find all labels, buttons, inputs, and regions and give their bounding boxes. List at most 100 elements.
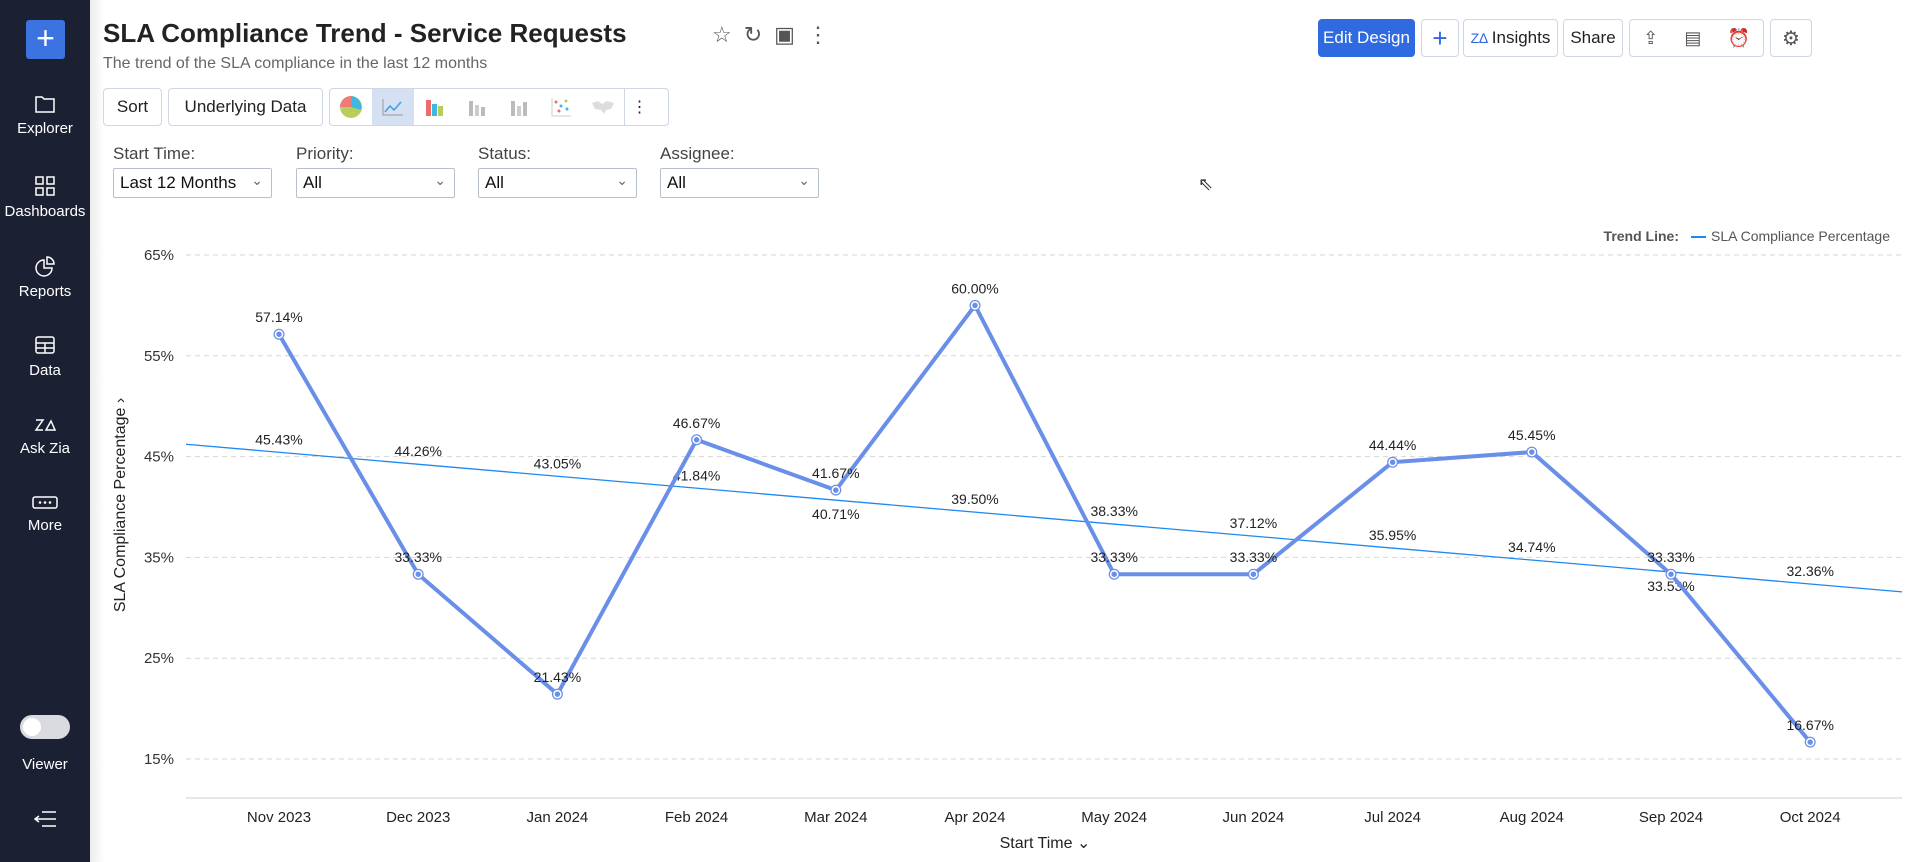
- data-point-ring: [1249, 569, 1258, 579]
- dashboards-icon: [35, 176, 55, 196]
- sidebar-item-label: Dashboards: [4, 203, 86, 220]
- trend-label: 32.36%: [1786, 563, 1833, 579]
- collapse-sidebar-button[interactable]: [0, 810, 90, 828]
- share-button[interactable]: Share: [1563, 19, 1623, 57]
- sidebar-item-label: Explorer: [17, 120, 73, 137]
- x-tick-label: Apr 2024: [945, 809, 1006, 826]
- pie-chart-icon[interactable]: [330, 89, 372, 125]
- data-point-ring: [692, 435, 701, 445]
- trend-label: 40.71%: [812, 506, 859, 522]
- x-tick-label: Sep 2024: [1639, 809, 1703, 826]
- sidebar-item-reports[interactable]: Reports: [0, 255, 90, 300]
- data-label: 33.33%: [1230, 549, 1277, 565]
- data-point-ring: [831, 485, 841, 495]
- filter-label-priority: Priority:: [296, 144, 354, 163]
- refresh-icon[interactable]: ↻: [743, 22, 763, 47]
- comment-icon[interactable]: ▤: [1684, 27, 1702, 48]
- save-icon[interactable]: ▣: [774, 22, 795, 47]
- grouped-bar-icon[interactable]: [498, 89, 540, 125]
- more-chart-types-icon[interactable]: ⋮: [624, 89, 654, 125]
- x-tick-label: Jun 2024: [1223, 809, 1285, 826]
- sidebar-item-label: More: [27, 517, 63, 534]
- sidebar-item-ask-zia[interactable]: Ask Zia: [0, 416, 90, 457]
- sidebar-item-more[interactable]: More: [0, 495, 90, 534]
- underlying-data-button[interactable]: Underlying Data: [168, 88, 323, 126]
- export-icon[interactable]: ⇪: [1643, 27, 1659, 48]
- sidebar-item-label: Data: [29, 362, 61, 379]
- sidebar-item-explorer[interactable]: Explorer: [0, 94, 90, 137]
- gear-icon: ⚙: [1782, 27, 1800, 50]
- filter-label-start-time: Start Time:: [113, 144, 196, 163]
- trend-label: 39.50%: [951, 491, 998, 507]
- trend-label: 38.33%: [1090, 503, 1137, 519]
- page-title: SLA Compliance Trend - Service Requests: [103, 18, 627, 48]
- trend-label: 45.43%: [255, 431, 302, 447]
- action-group: ⇪ ▤ ⏰: [1629, 19, 1764, 57]
- data-point-ring: [274, 329, 284, 339]
- trend-label: 44.26%: [394, 443, 441, 459]
- chart-type-picker: ⋮: [329, 88, 669, 126]
- y-tick-label: 45%: [144, 449, 174, 466]
- priority-select[interactable]: All ⌄: [296, 168, 455, 198]
- x-tick-label: Nov 2023: [247, 809, 311, 826]
- table-icon: [35, 336, 55, 354]
- data-label: 60.00%: [951, 280, 998, 296]
- x-tick-label: Dec 2023: [386, 809, 450, 826]
- chevron-down-icon: ⌄: [798, 172, 810, 188]
- create-button[interactable]: +: [26, 20, 65, 59]
- y-tick-label: 35%: [144, 549, 174, 566]
- x-tick-label: Oct 2024: [1780, 809, 1841, 826]
- sidebar-item-dashboards[interactable]: Dashboards: [0, 175, 90, 220]
- start-time-select[interactable]: Last 12 Months ⌄: [113, 168, 272, 198]
- series-line: [277, 303, 1812, 744]
- data-point-ring: [1388, 457, 1397, 467]
- reports-icon: [35, 256, 55, 277]
- y-tick-label: 55%: [144, 348, 174, 365]
- y-axis-title: SLA Compliance Percentage ›: [112, 398, 129, 612]
- more-options-icon[interactable]: ⋮: [806, 22, 829, 47]
- add-button[interactable]: +: [1421, 19, 1459, 57]
- star-icon[interactable]: ☆: [712, 22, 732, 47]
- alarm-icon[interactable]: ⏰: [1727, 27, 1750, 48]
- sidebar: + Explorer Dashboards Reports Data Ask Z…: [0, 0, 90, 862]
- assignee-select[interactable]: All ⌄: [660, 168, 819, 198]
- stacked-bar-icon[interactable]: [456, 89, 498, 125]
- data-label: 57.14%: [255, 309, 302, 325]
- line-chart-icon[interactable]: [372, 89, 414, 125]
- sort-button[interactable]: Sort: [103, 88, 162, 126]
- folder-icon: [35, 96, 55, 113]
- status-select[interactable]: All ⌄: [478, 168, 637, 198]
- data-point-ring: [413, 569, 423, 579]
- data-label: 33.33%: [394, 549, 441, 565]
- collapse-icon: [33, 811, 56, 827]
- data-label: 33.33%: [1090, 549, 1137, 565]
- zia-icon: [34, 419, 57, 431]
- sidebar-item-data[interactable]: Data: [0, 334, 90, 379]
- page-subtitle: The trend of the SLA compliance in the l…: [103, 55, 488, 72]
- mouse-cursor: ⇖: [1198, 174, 1214, 194]
- data-point-ring: [1527, 447, 1537, 457]
- bar-chart-icon[interactable]: [414, 89, 456, 125]
- zia-icon: Z∆: [1470, 30, 1488, 46]
- edit-design-button[interactable]: Edit Design: [1318, 19, 1415, 57]
- legend-entry[interactable]: SLA Compliance Percentage: [1711, 228, 1890, 244]
- data-point-ring: [553, 689, 562, 699]
- chevron-down-icon: ⌄: [251, 172, 263, 188]
- sidebar-shadow: [90, 0, 104, 862]
- data-label: 45.45%: [1508, 427, 1555, 443]
- trend-label: 37.12%: [1230, 515, 1277, 531]
- sidebar-item-label: Ask Zia: [19, 440, 70, 457]
- x-axis-title: Start Time ⌄: [1000, 835, 1091, 852]
- viewer-toggle[interactable]: [20, 715, 70, 739]
- x-tick-label: Feb 2024: [665, 809, 728, 826]
- scatter-chart-icon[interactable]: [540, 89, 582, 125]
- data-label: 33.33%: [1647, 549, 1694, 565]
- data-point-ring: [970, 301, 980, 310]
- settings-button[interactable]: ⚙: [1770, 19, 1812, 57]
- insights-button[interactable]: Z∆ Insights: [1463, 19, 1558, 57]
- viewer-label: Viewer: [22, 756, 68, 773]
- map-chart-icon[interactable]: [582, 89, 624, 125]
- x-tick-label: Mar 2024: [804, 809, 867, 826]
- chevron-down-icon: ⌄: [434, 172, 446, 188]
